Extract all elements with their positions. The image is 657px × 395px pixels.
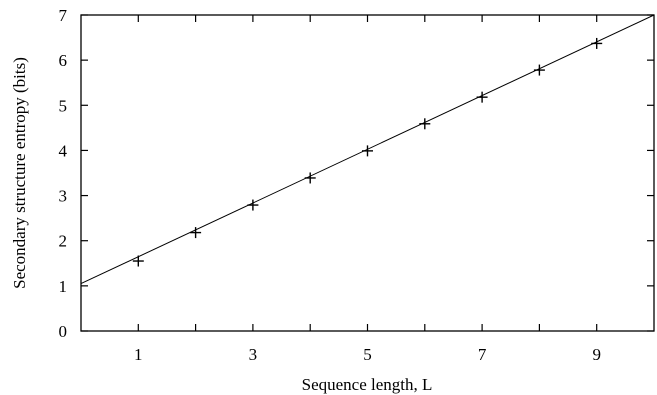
y-tick-label: 3	[59, 187, 68, 206]
y-tick-label: 7	[59, 6, 68, 25]
x-axis-label: Sequence length, L	[302, 375, 433, 394]
data-points	[132, 37, 603, 267]
x-tick-label: 5	[363, 345, 372, 364]
x-tick-label: 3	[249, 345, 258, 364]
data-point	[132, 255, 144, 267]
y-axis-label: Secondary structure entropy (bits)	[10, 57, 29, 289]
data-point	[362, 145, 373, 157]
x-tick-label: 7	[478, 345, 487, 364]
x-axis-ticks: 1 3 5 7 9	[134, 15, 601, 364]
data-point	[304, 172, 316, 184]
y-tick-label: 4	[59, 141, 68, 160]
x-tick-label: 1	[134, 345, 143, 364]
data-point	[247, 199, 259, 211]
y-tick-label: 0	[59, 322, 68, 341]
y-tick-label: 6	[59, 51, 68, 70]
data-point	[533, 64, 545, 76]
y-tick-label: 2	[59, 232, 68, 251]
data-point	[591, 37, 603, 49]
data-point	[419, 118, 431, 130]
y-tick-label: 1	[59, 277, 68, 296]
y-tick-label: 5	[59, 96, 68, 115]
data-point	[476, 91, 488, 103]
plot-frame	[80, 14, 655, 332]
x-tick-label: 9	[592, 345, 601, 364]
y-axis-ticks: 0 1 2 3 4 5 6 7	[59, 6, 654, 341]
data-point	[190, 227, 202, 239]
